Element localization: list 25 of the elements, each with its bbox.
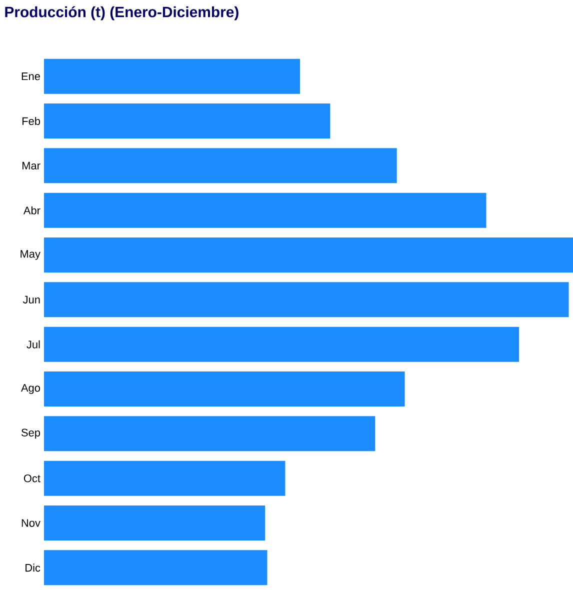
bar: [44, 238, 573, 273]
bar: [44, 326, 520, 362]
y-tick-label: Jun: [22, 296, 40, 304]
y-tick-label: Ago: [20, 384, 40, 394]
y-tick-label: Dic: [26, 564, 40, 572]
bar: [44, 372, 405, 407]
y-tick-label: Nov: [22, 519, 40, 527]
y-tick-label: Oct: [24, 474, 40, 482]
y-tick-label: Sep: [21, 428, 40, 439]
y-tick-label: May: [20, 250, 40, 260]
bar: [44, 192, 486, 228]
y-tick-label: Mar: [22, 162, 40, 170]
bar: [44, 506, 266, 541]
bar: [44, 550, 268, 586]
bar: [44, 148, 397, 184]
bar: [44, 282, 569, 318]
bar: [44, 416, 376, 452]
bar: [44, 460, 286, 496]
y-tick-label: Jul: [26, 340, 40, 348]
bar: [44, 104, 330, 138]
y-tick-label: Ene: [22, 72, 40, 80]
y-tick-label: Feb: [22, 116, 40, 126]
bar: [44, 58, 300, 94]
chart-title: Producción (t) (Enero-Diciembre): [5, 6, 238, 20]
y-tick-label: Abr: [23, 206, 40, 214]
